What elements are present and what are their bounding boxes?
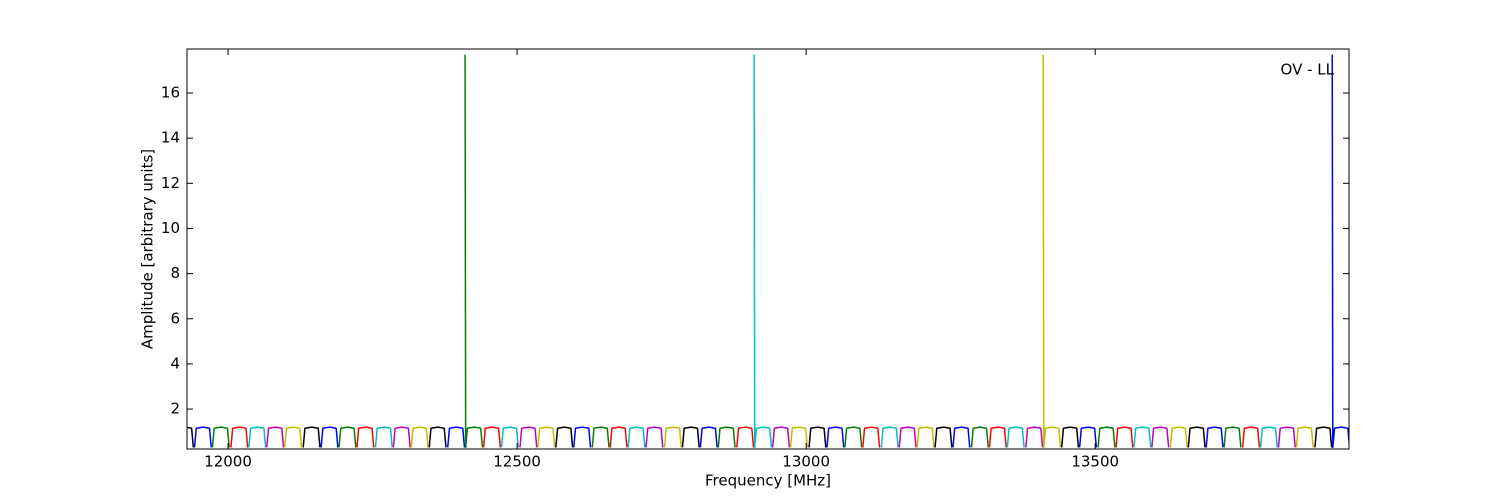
series-line xyxy=(230,426,1261,448)
x-tick-label: 12500 xyxy=(493,453,541,471)
series-line xyxy=(211,54,1242,449)
series-line xyxy=(187,426,1333,448)
y-tick-label: 4 xyxy=(170,354,180,372)
y-tick-label: 14 xyxy=(161,129,180,147)
x-tick-label: 12000 xyxy=(204,453,252,471)
y-tick-label: 16 xyxy=(161,84,180,102)
x-tick-label: 13000 xyxy=(782,453,830,471)
series-line xyxy=(248,54,1279,449)
series-line xyxy=(193,54,1349,449)
lines xyxy=(187,54,1349,449)
x-axis-label: Frequency [MHz] xyxy=(705,472,831,490)
annotation: OV - LL xyxy=(1281,61,1335,79)
axes-frame xyxy=(186,48,1350,450)
y-tick-label: 8 xyxy=(170,264,180,282)
y-tick-label: 2 xyxy=(170,400,180,418)
series-line xyxy=(266,426,1296,448)
y-tick-label: 6 xyxy=(170,309,180,327)
plot-area xyxy=(187,49,1349,449)
series-line xyxy=(283,54,1314,449)
y-tick-label: 10 xyxy=(161,219,180,237)
y-tick-label: 12 xyxy=(161,174,180,192)
y-axis-label: Amplitude [arbitrary units] xyxy=(139,149,157,349)
x-tick-label: 13500 xyxy=(1071,453,1119,471)
